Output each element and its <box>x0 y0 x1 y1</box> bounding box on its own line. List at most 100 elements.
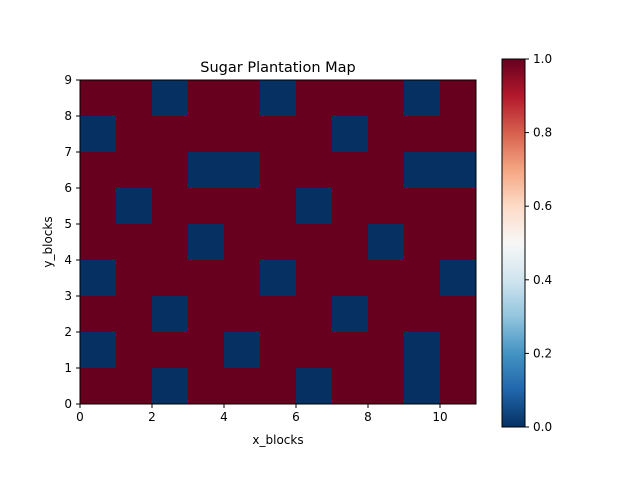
x-tick-label: 6 <box>292 410 300 424</box>
heatmap-cell <box>368 332 405 369</box>
heatmap-cell <box>260 260 297 297</box>
heatmap-cell <box>368 116 405 153</box>
heatmap-cell <box>296 296 333 333</box>
heatmap-cell <box>224 188 261 225</box>
heatmap-cell <box>260 296 297 333</box>
colorbar-tick-label: 1.0 <box>533 52 552 66</box>
heatmap-cell <box>188 296 225 333</box>
heatmap-cell <box>404 188 441 225</box>
heatmap-cell <box>152 188 189 225</box>
y-tick-label: 1 <box>64 361 72 375</box>
heatmap-cell <box>368 152 405 189</box>
colorbar-tick-label: 0.6 <box>533 199 552 213</box>
y-tick-label: 2 <box>64 325 72 339</box>
heatmap-cell <box>116 188 153 225</box>
heatmap-cell <box>224 332 261 369</box>
colorbar-tick-label: 0.4 <box>533 273 552 287</box>
colorbar-axis: 0.0 0.2 0.4 0.6 0.8 1.0 <box>525 52 552 434</box>
heatmap-cell <box>152 368 189 405</box>
heatmap-cell <box>152 332 189 369</box>
heatmap-cell <box>188 332 225 369</box>
heatmap-cell <box>260 80 297 117</box>
heatmap-cell <box>188 188 225 225</box>
y-axis-label: y_blocks <box>41 216 55 267</box>
heatmap-cell <box>224 152 261 189</box>
x-axis-label: x_blocks <box>252 433 303 447</box>
heatmap-cell <box>296 116 333 153</box>
heatmap-cell <box>116 152 153 189</box>
heatmap-cell <box>260 332 297 369</box>
x-tick-label: 4 <box>220 410 228 424</box>
heatmap-cell <box>260 116 297 153</box>
heatmap-cell <box>296 332 333 369</box>
heatmap-cell <box>188 260 225 297</box>
heatmap-cell <box>224 224 261 261</box>
heatmap-cell <box>368 296 405 333</box>
heatmap-cell <box>260 152 297 189</box>
heatmap-cell <box>368 368 405 405</box>
y-tick-label: 5 <box>64 217 72 231</box>
x-tick-label: 8 <box>364 410 372 424</box>
heatmap-cell <box>152 260 189 297</box>
heatmap-cell <box>116 368 153 405</box>
heatmap-cell <box>224 80 261 117</box>
y-tick-label: 7 <box>64 145 72 159</box>
heatmap-cell <box>296 80 333 117</box>
y-tick-label: 3 <box>64 289 72 303</box>
heatmap-cell <box>404 368 441 405</box>
heatmap-cell <box>368 80 405 117</box>
heatmap-cell <box>296 188 333 225</box>
x-axis: 0 2 4 6 8 10 <box>76 404 448 424</box>
heatmap-cell <box>152 80 189 117</box>
heatmap-cell <box>332 296 369 333</box>
plot-frame <box>79 79 477 405</box>
heatmap-cell <box>224 260 261 297</box>
heatmap-cell <box>332 116 369 153</box>
heatmap-cell <box>332 332 369 369</box>
heatmap-cell <box>80 116 117 153</box>
heatmap-cell <box>404 332 441 369</box>
colorbar-tick-label: 0.2 <box>533 346 552 360</box>
heatmap-cell <box>188 116 225 153</box>
heatmap-cell <box>80 80 117 117</box>
heatmap-cell <box>368 260 405 297</box>
heatmap-cell <box>224 296 261 333</box>
heatmap-cell <box>224 368 261 405</box>
heatmap-cell <box>404 296 441 333</box>
heatmap-cell <box>404 80 441 117</box>
heatmap-cell <box>404 152 441 189</box>
colorbar-tick-label: 0.8 <box>533 126 552 140</box>
heatmap-cell <box>440 296 477 333</box>
heatmap-cell <box>368 188 405 225</box>
heatmap-cell <box>440 260 477 297</box>
heatmap-cell <box>440 152 477 189</box>
heatmap-cell <box>260 188 297 225</box>
heatmap-cell <box>368 224 405 261</box>
heatmap-cell <box>404 116 441 153</box>
y-tick-label: 8 <box>64 109 72 123</box>
x-tick-label: 2 <box>148 410 156 424</box>
heatmap-cell <box>80 296 117 333</box>
x-tick-label: 0 <box>76 410 84 424</box>
heatmap-cell <box>404 224 441 261</box>
heatmap-cells <box>80 80 477 405</box>
heatmap-cell <box>440 116 477 153</box>
y-tick-label: 4 <box>64 253 72 267</box>
colorbar-tick-label: 0.0 <box>533 420 552 434</box>
heatmap-cell <box>152 116 189 153</box>
heatmap-cell <box>152 224 189 261</box>
heatmap-cell <box>116 332 153 369</box>
heatmap-cell <box>116 260 153 297</box>
heatmap-cell <box>80 332 117 369</box>
y-tick-label: 0 <box>64 397 72 411</box>
heatmap-cell <box>332 152 369 189</box>
heatmap-cell <box>80 224 117 261</box>
y-axis: 0 1 2 3 4 5 6 7 8 9 <box>64 73 80 411</box>
heatmap-cell <box>116 296 153 333</box>
heatmap-cell <box>296 260 333 297</box>
chart-title: Sugar Plantation Map <box>200 60 355 76</box>
heatmap-cell <box>80 152 117 189</box>
heatmap-cell <box>440 224 477 261</box>
heatmap-cell <box>332 188 369 225</box>
